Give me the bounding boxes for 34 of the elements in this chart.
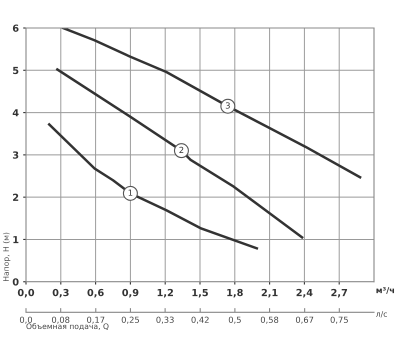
x-tick-label: 1,8	[227, 288, 243, 298]
y-tick-label: 3	[12, 151, 18, 159]
x2-tick-label: 0,08	[52, 316, 70, 324]
y-tick-label: 5	[13, 66, 18, 74]
annotation: 2	[179, 146, 184, 153]
x2-tick-label: 0,67	[296, 316, 314, 324]
x2-tick-label: 0,25	[122, 316, 139, 324]
x-tick-label: 0,3	[52, 288, 69, 298]
line-series	[56, 68, 304, 239]
y-tick-label: 4	[12, 109, 19, 116]
annotation: 1	[128, 190, 132, 196]
x2-tick-label: 0,75	[330, 316, 348, 324]
y-tick-label: 6	[12, 24, 19, 32]
x2-tick-label: 0,5	[228, 316, 241, 324]
line-series	[48, 123, 258, 250]
line-series	[62, 28, 362, 179]
x-tick-label: 2,4	[296, 288, 313, 298]
x2-tick-label: 0,58	[260, 316, 278, 324]
x-tick-label: 2,7	[331, 288, 348, 298]
y-tick-label: 1	[13, 236, 18, 244]
x2-tick-label: 0,42	[191, 316, 209, 324]
x-tick-label: 1,2	[158, 288, 173, 298]
x-tick-label: 1,5	[192, 288, 208, 298]
x-tick-label: 2,1	[262, 288, 278, 298]
x-axis-title: м³/ч	[376, 286, 394, 294]
x2-tick-label: 0,17	[87, 316, 104, 324]
annotation: 3	[226, 102, 230, 109]
y-tick-label: 0	[12, 278, 19, 286]
y-tick-label: 2	[13, 194, 18, 201]
x-tick-label: 0,9	[122, 288, 138, 298]
x-tick-label: 0,0	[18, 288, 34, 298]
x2-tick-label: 0,0	[20, 316, 32, 324]
x-tick-label: 0,6	[87, 288, 104, 298]
x2-tick-label: 0,33	[156, 316, 174, 324]
